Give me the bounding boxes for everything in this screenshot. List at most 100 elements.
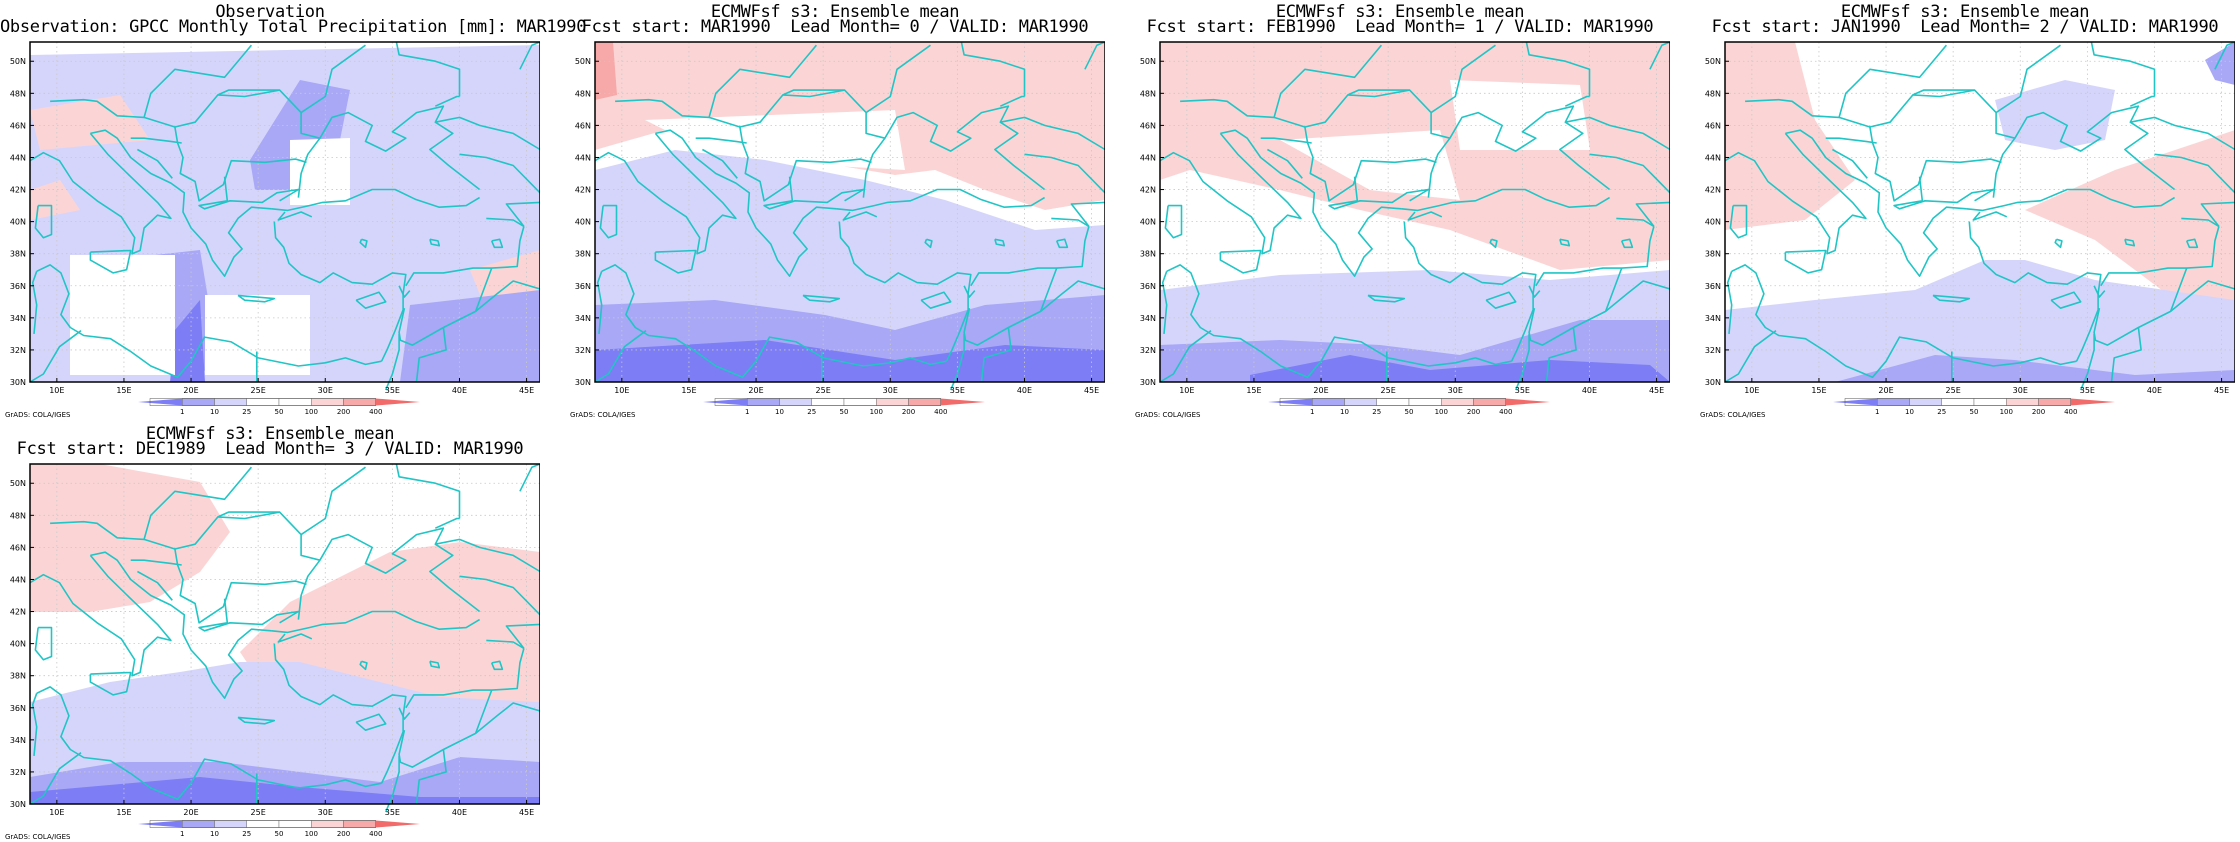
coastline [1070, 201, 1105, 227]
coastline [1559, 238, 1571, 247]
coastline [1745, 44, 1948, 119]
coastline [1726, 271, 1733, 334]
coastline [2200, 201, 2235, 227]
colorbar-label: 50 [840, 408, 849, 416]
coastline [2154, 153, 2235, 194]
lat-tick-label: 36N [1140, 282, 1156, 291]
lat-tick-label: 40N [10, 640, 26, 649]
coastline [865, 44, 931, 114]
coastline [708, 89, 886, 139]
lat-tick-label: 40N [1140, 218, 1156, 227]
precip-anomaly-area [30, 180, 80, 220]
precip-anomaly-area [1725, 260, 2235, 382]
lat-tick-label: 30N [10, 800, 26, 809]
colorbar-label: 200 [902, 408, 915, 416]
lat-tick-label: 34N [10, 314, 26, 323]
colorbar-segment [1408, 398, 1442, 406]
colorbar-segment [182, 820, 215, 828]
lat-tick-label: 44N [1140, 153, 1156, 162]
lat-tick-label: 48N [1705, 89, 1721, 98]
coastline [490, 238, 504, 249]
coastline [359, 238, 368, 249]
lon-tick-label: 10E [49, 386, 64, 395]
panel-forecast-lead3: ECMWFsf s3: Ensemble mean Fcst start: DE… [0, 422, 540, 842]
coastline [842, 211, 878, 221]
coastline [1620, 238, 1634, 249]
colorbar-segment [1312, 398, 1345, 406]
coastline [963, 267, 1058, 346]
lat-tick-label: 30N [10, 378, 26, 387]
colorbar-arrow-high [375, 398, 420, 406]
colorbar-segment [246, 820, 280, 828]
panel-title-line1: ECMWFsf s3: Ensemble mean [1840, 2, 2090, 22]
coastline [1489, 238, 1498, 249]
coastline [475, 280, 540, 313]
coastline [999, 95, 1025, 107]
coastline [355, 713, 387, 731]
coastline [1430, 44, 1496, 114]
coastline [237, 294, 276, 303]
lon-tick-label: 40E [1582, 386, 1597, 395]
coastline [405, 226, 525, 287]
map-plot: 30N 32N 34N 36N 38N 40N 42N 44N 46N 48N 50N 10E 15E 2… [10, 463, 540, 838]
colorbar-segment [876, 398, 909, 406]
grads-credit: GrADS: COLA/IGES [1700, 411, 1766, 419]
colorbar-label: 10 [1340, 408, 1349, 416]
coastline [29, 330, 82, 383]
coastline [655, 129, 837, 277]
coastline [143, 89, 321, 139]
coastline [300, 466, 366, 536]
coastline [1729, 204, 1748, 239]
coastline [277, 211, 313, 221]
lon-tick-label: 45E [519, 386, 534, 395]
coastline [1832, 148, 1868, 179]
colorbar-label: 1 [1875, 408, 1879, 416]
colorbar-segment [747, 398, 780, 406]
precip-anomaly-area [400, 290, 540, 382]
colorbar-label: 100 [305, 830, 318, 838]
map-plot: 30N 32N 34N 36N 38N 40N 42N 44N 46N 48N 50N 10E 15E 2… [1705, 41, 2235, 416]
missing-data-area [645, 110, 905, 170]
coastline [31, 693, 38, 756]
coastline [1869, 126, 2002, 202]
coastline [1616, 217, 1655, 228]
coastline [594, 132, 737, 255]
colorbar-label: 10 [210, 408, 219, 416]
panel-forecast-lead2: ECMWFsf s3: Ensemble mean Fcst start: JA… [1695, 0, 2235, 420]
missing-data-area [205, 295, 310, 375]
colorbar-label: 25 [242, 830, 251, 838]
coastline [36, 264, 382, 378]
map-frame [1159, 41, 1670, 383]
precip-anomaly-area [1995, 80, 2115, 150]
lon-tick-label: 15E [681, 386, 696, 395]
colorbar-label: 100 [2000, 408, 2013, 416]
colorbar-label: 400 [369, 830, 382, 838]
colorbar-segment [1344, 398, 1377, 406]
lat-tick-label: 44N [575, 153, 591, 162]
coastline [198, 598, 300, 632]
coastline [405, 648, 525, 709]
colorbar-outline [149, 398, 376, 406]
lat-tick-label: 42N [1705, 186, 1721, 195]
lon-tick-label: 25E [1946, 386, 1961, 395]
precip-anomaly-area [1835, 355, 2235, 382]
colorbar-arrow-low [138, 398, 183, 406]
lat-tick-label: 40N [575, 218, 591, 227]
lat-tick-label: 32N [10, 768, 26, 777]
coastline [505, 623, 540, 649]
lat-tick-label: 42N [10, 608, 26, 617]
colorbar-segment [1941, 398, 1975, 406]
coastline [2110, 327, 2142, 383]
coastline [90, 129, 272, 277]
colorbar-label: 25 [1372, 408, 1381, 416]
coastline [994, 238, 1006, 247]
coastline [300, 44, 366, 114]
colorbar-segment [278, 820, 312, 828]
coastline [434, 517, 460, 529]
lat-tick-label: 36N [10, 282, 26, 291]
lon-tick-label: 45E [2214, 386, 2229, 395]
coastline [1304, 126, 1437, 202]
coastline [505, 201, 540, 227]
coastline [1565, 116, 1670, 151]
coastline [702, 148, 738, 179]
